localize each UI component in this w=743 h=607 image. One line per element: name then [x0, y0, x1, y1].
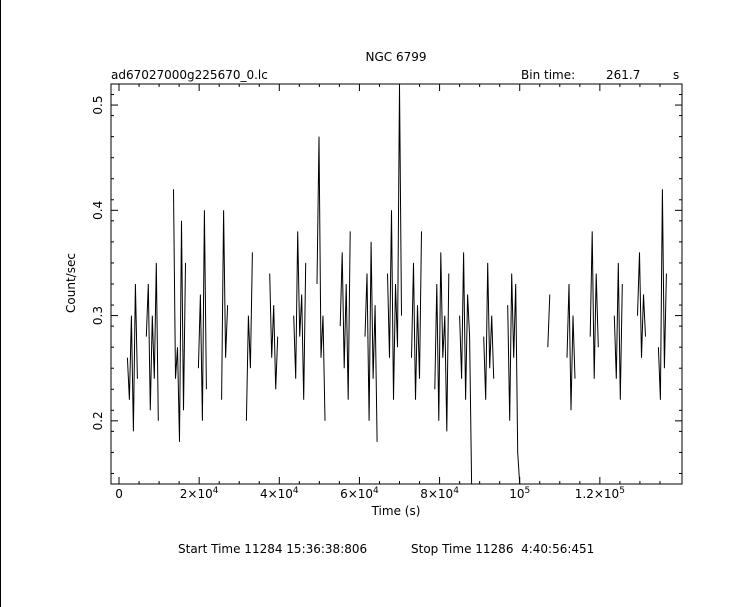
light-curve-segment [507, 273, 521, 485]
x-tick-label: 6×104 [340, 486, 379, 501]
light-curve-segment [269, 273, 279, 390]
light-curve-segment [245, 252, 253, 421]
x-tick-label: 4×104 [260, 486, 299, 501]
left-edge-line [0, 0, 1, 607]
stop-time-text: Stop Time 11286 4:40:56:451 [411, 542, 594, 556]
light-curve-segment [411, 231, 422, 400]
start-time-text: Start Time 11284 15:36:38:806 [178, 542, 367, 556]
x-tick-label: 8×104 [420, 486, 459, 501]
x-tick-label: 2×104 [180, 486, 219, 501]
light-curve-segment [293, 231, 307, 400]
light-curve-segment [316, 136, 326, 421]
y-tick-label: 0.5 [91, 96, 105, 115]
light-curve-segment [434, 252, 450, 432]
light-curve-segment [387, 83, 402, 400]
bin-time-value: 261.7 [606, 68, 640, 82]
light-curve-segment [197, 210, 207, 421]
y-tick-label: 0.2 [91, 411, 105, 430]
bin-time-unit: s [673, 68, 679, 82]
y-tick-label: 0.4 [91, 201, 105, 220]
light-curve-segment [364, 241, 378, 442]
light-curve-segment [145, 262, 159, 421]
x-tick-label: 1.2×105 [575, 486, 625, 501]
light-curve-segment [637, 252, 646, 358]
plot-title: NGC 6799 [365, 50, 426, 64]
light-curve-segment [221, 210, 229, 400]
light-curve-segment [173, 189, 186, 442]
axis-tick-labels: 0 2×104 4×104 6×104 8×104 105 1.2×105 0.2 0.3 0.4… [91, 96, 625, 501]
x-tick-label: 0 [115, 487, 123, 501]
y-tick-label: 0.3 [91, 306, 105, 325]
light-curve-segment [126, 283, 138, 432]
file-name-label: ad67027000g225670_0.lc [111, 68, 268, 82]
light-curve-segment [566, 283, 576, 411]
light-curve-segment [589, 231, 599, 379]
light-curve-segment [657, 189, 667, 400]
bin-time-label: Bin time: [521, 68, 575, 82]
light-curve-segment [613, 262, 623, 400]
light-curve-segment [459, 252, 473, 485]
x-tick-label: 105 [509, 486, 530, 501]
x-axis-label: Time (s) [371, 504, 421, 518]
light-curve-segment [339, 231, 351, 400]
y-axis-label: Count/sec [64, 253, 78, 313]
light-curve-segment [547, 294, 551, 348]
light-curve-segment [483, 262, 495, 400]
light-curve-series [126, 83, 667, 485]
